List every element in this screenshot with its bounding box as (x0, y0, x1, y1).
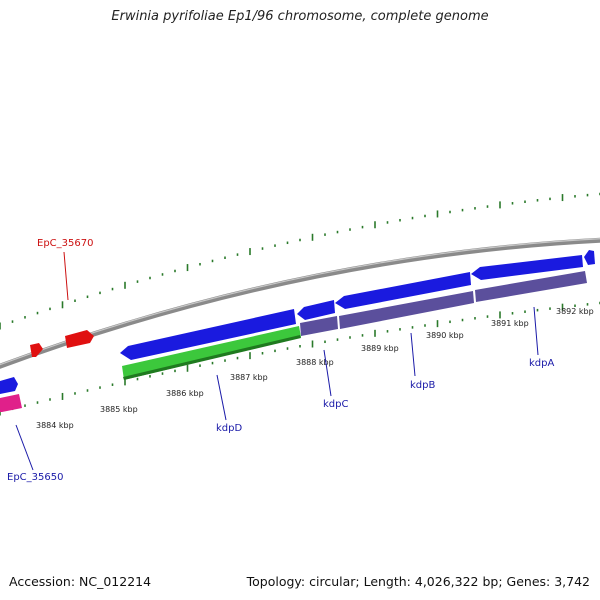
gene-label-kdpd: kdpD (216, 423, 242, 434)
outer-tick-marks (0, 192, 600, 330)
page-title: Erwinia pyrifoliae Ep1/96 chromosome, co… (111, 9, 489, 24)
gene-kdpd-blue[interactable] (120, 309, 296, 360)
gene-epc-35650[interactable] (0, 394, 22, 412)
callout-line (216, 374, 227, 421)
genome-stats-text: Topology: circular; Length: 4,026,322 bp… (246, 574, 590, 589)
callout-line (15, 424, 34, 471)
tick-label: 3889 kbp (361, 344, 399, 353)
gene-kdpa-blue[interactable] (471, 255, 583, 280)
tick-label: 3888 kbp (296, 358, 334, 367)
gene-kdpd-green[interactable] (122, 326, 301, 380)
callout-line (323, 349, 332, 397)
gene-right-blue[interactable] (584, 250, 595, 265)
inner-tick-marks (0, 301, 600, 416)
gene-kdpa-purple[interactable] (475, 271, 587, 302)
genome-backbone (0, 237, 600, 369)
gene-label-kdpc: kdpC (323, 399, 348, 410)
gene-label-kdpb: kdpB (410, 380, 435, 391)
gene-kdpb-purple[interactable] (339, 291, 474, 329)
tick-label: 3885 kbp (100, 405, 138, 414)
gene-kdpc-purple[interactable] (300, 316, 338, 336)
tick-label: 3891 kbp (491, 319, 529, 328)
tick-label: 3892 kbp (556, 307, 594, 316)
accession-text: Accession: NC_012214 (9, 574, 152, 589)
tick-label: 3886 kbp (166, 389, 204, 398)
callout-line (63, 251, 69, 301)
callout-line (533, 306, 539, 356)
gene-label-epc-35650: EpC_35650 (7, 472, 63, 483)
gene-kdpb-blue[interactable] (335, 272, 471, 309)
gene-left-blue[interactable] (0, 377, 18, 394)
gene-label-epc-35670: EpC_35670 (37, 238, 93, 249)
gene-epc-35670[interactable] (65, 330, 94, 348)
gene-label-kdpa: kdpA (529, 358, 554, 369)
tick-label: 3884 kbp (36, 421, 74, 430)
callout-line (410, 332, 416, 377)
gene-epc-35670-marker (30, 343, 43, 357)
tick-label: 3890 kbp (426, 331, 464, 340)
gene-kdpc-blue[interactable] (297, 300, 335, 320)
tick-label: 3887 kbp (230, 373, 268, 382)
